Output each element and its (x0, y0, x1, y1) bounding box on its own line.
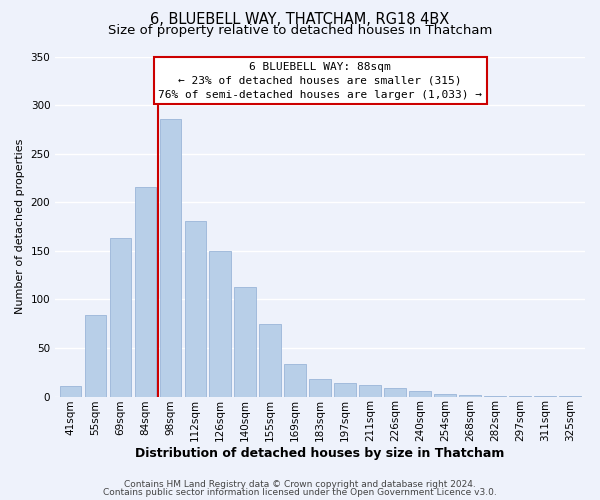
Bar (185, 220, 206, 396)
Bar (209, 251, 231, 396)
Text: 6 BLUEBELL WAY: 88sqm
← 23% of detached houses are smaller (315)
76% of semi-det: 6 BLUEBELL WAY: 88sqm ← 23% of detached … (158, 62, 482, 100)
Bar (359, 385, 380, 396)
Bar (385, 388, 406, 396)
Text: Contains HM Land Registry data © Crown copyright and database right 2024.: Contains HM Land Registry data © Crown c… (124, 480, 476, 489)
Text: 6, BLUEBELL WAY, THATCHAM, RG18 4BX: 6, BLUEBELL WAY, THATCHAM, RG18 4BX (151, 12, 449, 28)
Bar (59, 386, 81, 396)
Bar (409, 390, 431, 396)
Bar (85, 315, 106, 396)
Text: Size of property relative to detached houses in Thatcham: Size of property relative to detached ho… (108, 24, 492, 37)
Bar (334, 383, 356, 396)
Bar (460, 394, 481, 396)
Bar (259, 324, 281, 396)
Bar (160, 118, 181, 396)
Bar (284, 364, 306, 396)
Bar (235, 287, 256, 397)
Bar (110, 238, 131, 396)
Bar (434, 394, 455, 396)
X-axis label: Distribution of detached houses by size in Thatcham: Distribution of detached houses by size … (136, 447, 505, 460)
Text: Contains public sector information licensed under the Open Government Licence v3: Contains public sector information licen… (103, 488, 497, 497)
Bar (310, 379, 331, 396)
Bar (134, 186, 156, 396)
Y-axis label: Number of detached properties: Number of detached properties (15, 139, 25, 314)
